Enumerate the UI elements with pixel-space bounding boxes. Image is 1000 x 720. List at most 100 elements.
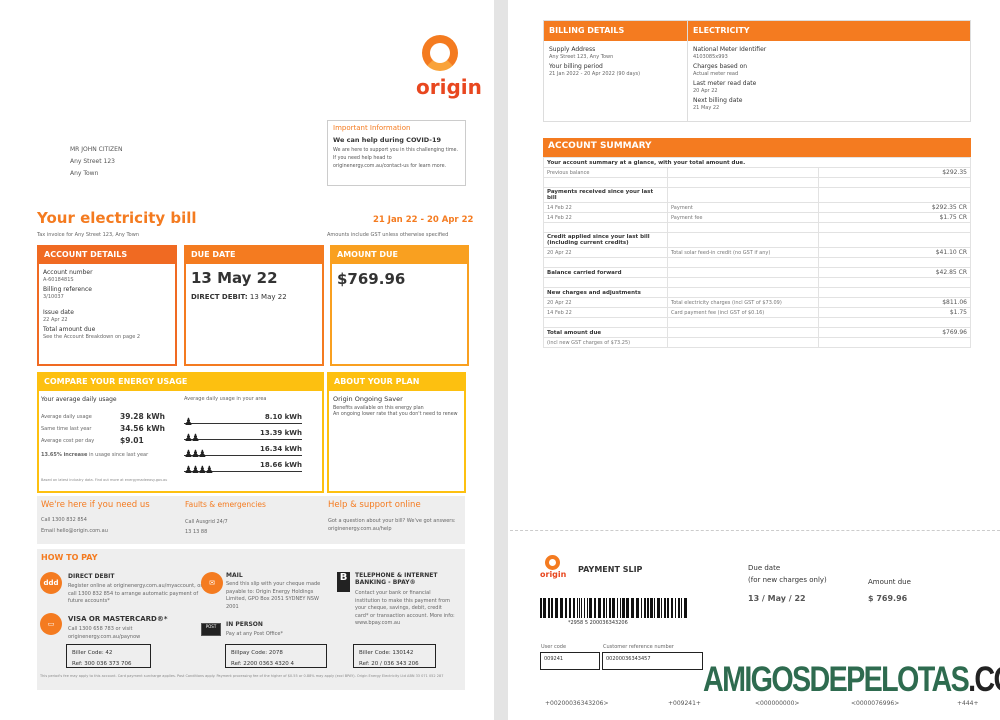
summary-row [543, 277, 971, 288]
summary-amount [818, 232, 971, 248]
origin-logo: origin [416, 35, 482, 100]
barcode-bar [606, 598, 607, 618]
barcode-bar [671, 598, 673, 618]
summary-amount: $1.75 CR [818, 212, 971, 223]
summary-detail [667, 267, 819, 278]
barcode-bar [678, 598, 680, 618]
barcode-bar [551, 598, 553, 618]
barcode-bar [657, 598, 660, 618]
summary-desc: Total amount due [543, 327, 668, 338]
area-usage-row: ♟ 8.10 kWh [184, 410, 302, 428]
summary-desc: Previous balance [543, 167, 668, 178]
summary-desc: 20 Apr 22 [543, 297, 668, 308]
summary-row: Previous balance $292.35 [543, 167, 971, 178]
barcode-bar [644, 598, 646, 618]
barcode-bar [603, 598, 605, 618]
slip-origin-logo: origin [540, 555, 568, 585]
bill-period: 21 Jan 22 - 20 Apr 22 [373, 215, 474, 225]
summary-row: Balance carried forward $42.85 CR [543, 267, 971, 278]
area-usage-row: ♟♟♟ 16.34 kWh [184, 442, 302, 460]
barcode-bar [609, 598, 611, 618]
summary-desc [543, 277, 668, 288]
barcode-bar [555, 598, 558, 618]
summary-row: 14 Feb 22 Card payment fee (incl GST of $… [543, 307, 971, 318]
barcode-bar [581, 598, 582, 618]
summary-row [543, 222, 971, 233]
summary-row: 14 Feb 22 Payment fee $1.75 CR [543, 212, 971, 223]
summary-detail: Payment [667, 202, 819, 213]
barcode-bar [626, 598, 629, 618]
billing-details-table: BILLING DETAILS Supply Address Any Street… [543, 20, 971, 122]
summary-desc: Payments received since your last bill [543, 187, 668, 203]
about-plan-box: ABOUT YOUR PLAN Origin Ongoing Saver Ben… [327, 372, 466, 493]
barcode-bar [675, 598, 676, 618]
summary-amount [818, 187, 971, 203]
summary-row [543, 177, 971, 188]
summary-detail [667, 287, 819, 298]
barcode-bar [664, 598, 666, 618]
summary-detail [667, 337, 819, 348]
summary-detail: Total solar feed-in credit (no GST if an… [667, 247, 819, 258]
account-details-box: ACCOUNT DETAILS Account number A-6018481S… [37, 245, 177, 366]
summary-detail: Total electricity charges (incl GST of $… [667, 297, 819, 308]
amount-due-box: AMOUNT DUE $769.96 [330, 245, 469, 366]
summary-amount: $1.75 [818, 307, 971, 318]
summary-amount [818, 177, 971, 188]
summary-amount: $811.06 [818, 297, 971, 308]
bpay-reference-box: Biller Code: 130142 Ref: 20 / 036 343 206 [353, 644, 436, 668]
summary-desc: 14 Feb 22 [543, 307, 668, 318]
summary-detail [667, 277, 819, 288]
card-reference-box: Biller Code: 42 Ref: 300 036 373 706 [66, 644, 151, 668]
summary-detail [667, 222, 819, 233]
watermark: AMIGOSDEPELOTAS.COM [703, 660, 1000, 699]
summary-row: (incl new GST charges of $73.25) [543, 337, 971, 348]
summary-amount [818, 222, 971, 233]
summary-desc: New charges and adjustments [543, 287, 668, 298]
area-usage-row: ♟♟ 13.39 kWh [184, 426, 302, 444]
bill-title: Your electricity bill [37, 209, 197, 227]
payment-slip-divider [510, 530, 1000, 531]
summary-desc: Credit applied since your last bill (inc… [543, 232, 668, 248]
post-billpay-icon: POST [201, 623, 221, 636]
people-icon: ♟♟ [184, 433, 200, 444]
barcode-bar [636, 598, 639, 618]
summary-amount: $41.10 CR [818, 247, 971, 258]
page-gap [494, 0, 508, 720]
barcode-bar [548, 598, 550, 618]
summary-row: Credit applied since your last bill (inc… [543, 232, 971, 248]
summary-desc [543, 177, 668, 188]
barcode-bar [598, 598, 601, 618]
summary-row: Your account summary at a glance, with y… [543, 157, 971, 168]
summary-detail [667, 167, 819, 178]
summary-detail [667, 187, 819, 203]
barcode-bar [620, 598, 621, 618]
barcode-bar [631, 598, 634, 618]
summary-desc: 14 Feb 22 [543, 202, 668, 213]
summary-detail [667, 327, 819, 338]
summary-amount: $769.96 [818, 327, 971, 338]
barcode-bar [667, 598, 669, 618]
barcode-bar [617, 598, 618, 618]
summary-detail [667, 232, 819, 248]
summary-amount [818, 257, 971, 268]
due-date-box: DUE DATE 13 May 22 DIRECT DEBIT: 13 May … [184, 245, 324, 366]
barcode-bar [569, 598, 571, 618]
summary-detail [667, 257, 819, 268]
summary-detail [667, 177, 819, 188]
summary-desc: Balance carried forward [543, 267, 668, 278]
user-code-box: 009241 [540, 652, 600, 670]
summary-cell: Your account summary at a glance, with y… [543, 157, 971, 168]
summary-row: 20 Apr 22 Total electricity charges (incl… [543, 297, 971, 308]
summary-amount [818, 317, 971, 328]
barcode-bar [577, 598, 578, 618]
summary-amount [818, 337, 971, 348]
barcode-bar [573, 598, 575, 618]
how-to-pay-section [37, 549, 465, 690]
summary-amount [818, 277, 971, 288]
summary-amount: $292.35 CR [818, 202, 971, 213]
barcode-bar [650, 598, 653, 618]
summary-desc [543, 257, 668, 268]
crn-box: 00200036343457 [602, 652, 703, 670]
summary-amount: $292.35 [818, 167, 971, 178]
barcode-bar [584, 598, 585, 618]
